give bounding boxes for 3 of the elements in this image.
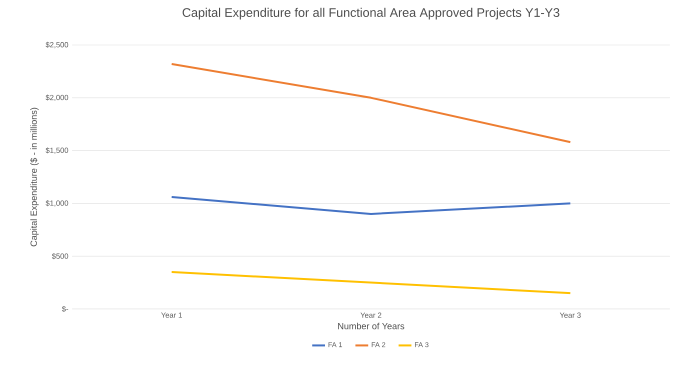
- y-axis-title: Capital Expenditure ($ - in millions): [30, 108, 39, 246]
- chart-title: Capital Expenditure for all Functional Area Approved Projects Y1-Y3: [182, 8, 560, 20]
- x-axis-title: Number of Years: [338, 322, 404, 330]
